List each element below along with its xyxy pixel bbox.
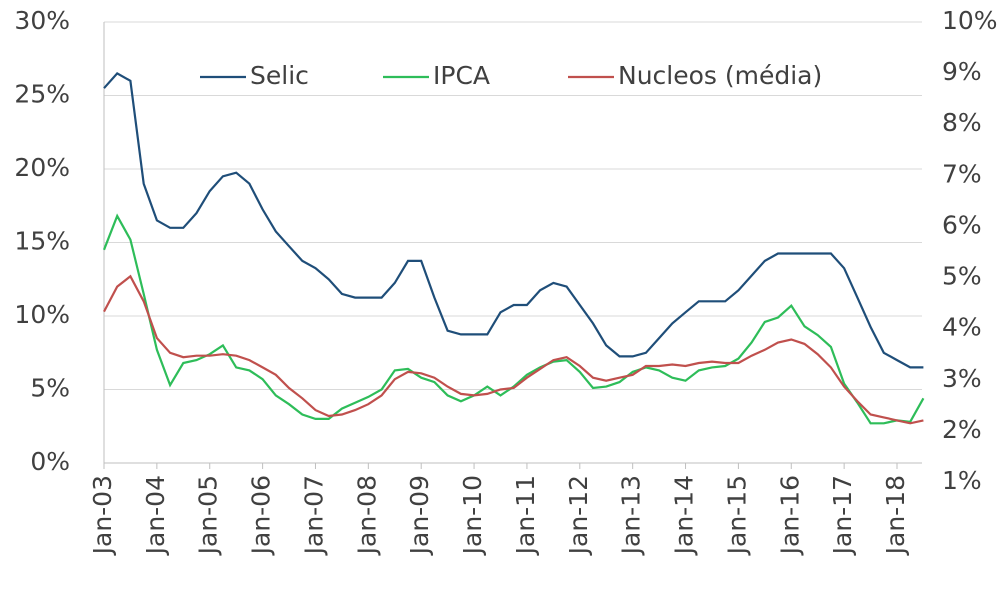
y-tick-label: 20%	[14, 153, 70, 182]
y2-tick-label: 9%	[942, 57, 982, 86]
x-tick-label: Jan-07	[299, 475, 328, 556]
legend-label: Nucleos (média)	[618, 61, 822, 90]
y2-tick-label: 7%	[942, 159, 982, 188]
y-tick-label: 5%	[30, 374, 70, 403]
x-tick-label: Jan-08	[352, 475, 381, 556]
y2-tick-label: 4%	[942, 313, 982, 342]
x-tick-label: Jan-13	[617, 475, 646, 556]
x-tick-label: Jan-03	[88, 475, 117, 556]
series-line	[102, 213, 925, 425]
y2-tick-label: 6%	[942, 210, 982, 239]
y-tick-label: 0%	[30, 447, 70, 476]
x-tick-label: Jan-18	[881, 475, 910, 556]
series-line	[103, 274, 924, 425]
y2-tick-label: 1%	[942, 466, 982, 495]
y-tick-label: 30%	[14, 6, 70, 35]
x-tick-label: Jan-06	[247, 475, 276, 556]
y2-tick-label: 2%	[942, 415, 982, 444]
x-tick-label: Jan-09	[405, 475, 434, 556]
x-tick-label: Jan-17	[828, 475, 857, 556]
y-tick-label: 25%	[14, 80, 70, 109]
x-tick-label: Jan-04	[141, 475, 170, 556]
legend-label: Selic	[250, 61, 309, 90]
x-tick-label: Jan-10	[458, 475, 487, 556]
y2-tick-label: 3%	[942, 364, 982, 393]
series-line	[103, 72, 924, 369]
x-tick-label: Jan-16	[775, 475, 804, 556]
y-tick-label: 10%	[14, 300, 70, 329]
x-tick-label: Jan-15	[722, 475, 751, 556]
y2-tick-label: 8%	[942, 108, 982, 137]
y2-tick-label: 5%	[942, 262, 982, 291]
y2-tick-label: 10%	[942, 6, 998, 35]
x-tick-label: Jan-05	[194, 475, 223, 556]
x-tick-label: Jan-14	[670, 475, 699, 556]
legend-label: IPCA	[433, 61, 490, 90]
x-tick-label: Jan-11	[511, 475, 540, 556]
y-tick-label: 15%	[14, 227, 70, 256]
x-tick-label: Jan-12	[564, 475, 593, 556]
